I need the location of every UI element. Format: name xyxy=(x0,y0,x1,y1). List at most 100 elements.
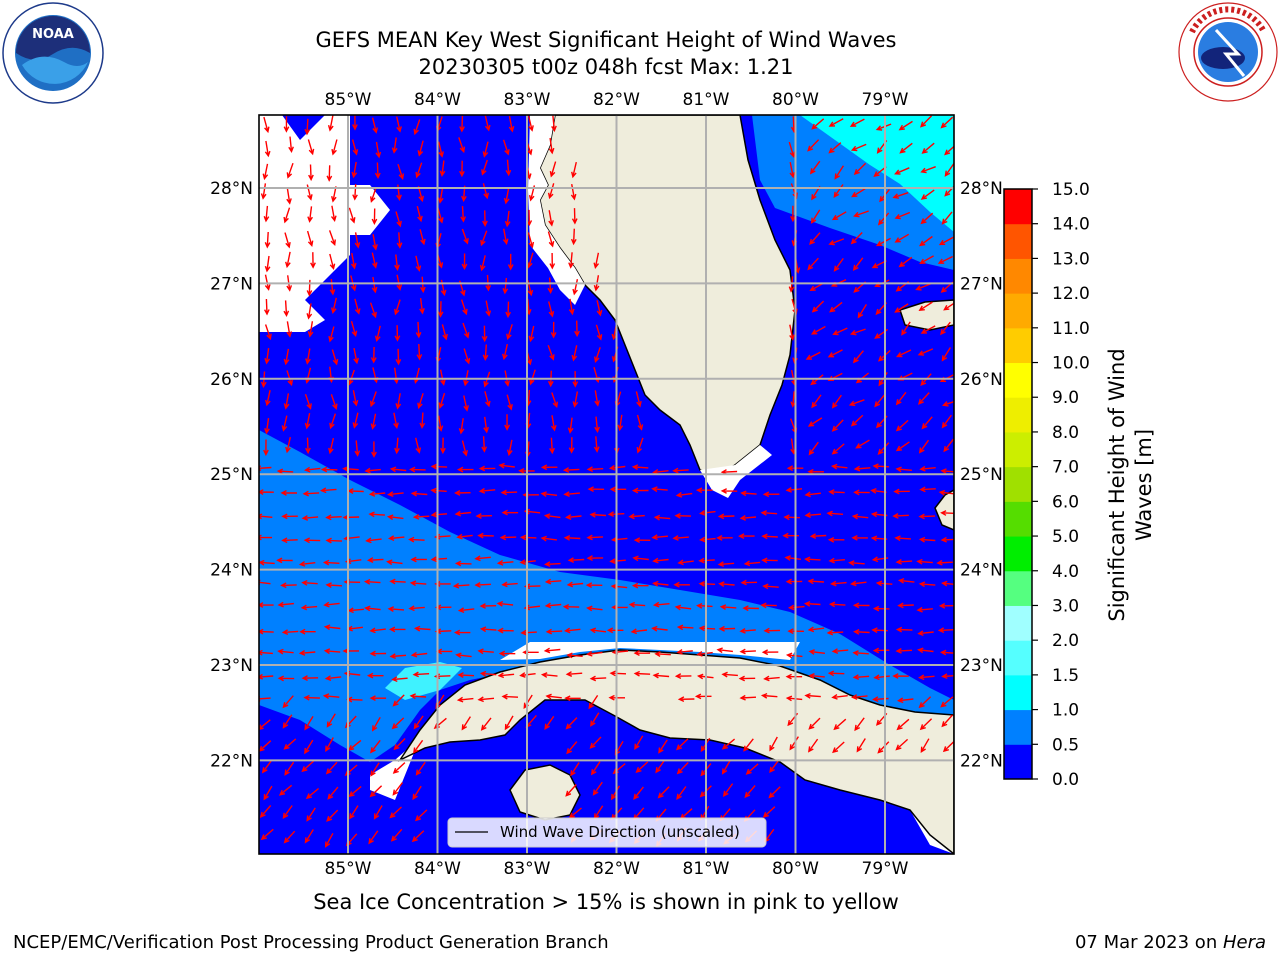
wind-wave-arrow xyxy=(276,468,294,475)
lon-label-bottom: 82°W xyxy=(593,859,640,879)
wind-wave-arrow xyxy=(549,437,555,455)
wind-wave-arrow xyxy=(349,805,359,820)
wind-wave-arrow xyxy=(826,510,844,517)
wind-wave-arrow xyxy=(505,301,512,319)
wind-wave-arrow xyxy=(412,671,430,678)
wind-wave-arrow xyxy=(854,717,865,732)
wind-wave-arrow xyxy=(301,675,319,682)
wind-wave-arrow xyxy=(440,437,446,455)
wind-wave-arrow xyxy=(479,626,497,633)
wind-wave-arrow xyxy=(305,787,320,800)
wind-wave-arrow xyxy=(919,255,934,264)
wind-wave-arrow xyxy=(920,189,935,200)
wind-wave-arrow xyxy=(502,139,510,156)
wind-wave-arrow xyxy=(549,252,556,270)
wind-wave-arrow xyxy=(302,490,320,497)
wind-wave-arrow xyxy=(304,118,311,136)
wind-wave-arrow xyxy=(567,557,585,564)
no-data-northwest xyxy=(259,115,390,332)
wind-wave-arrow xyxy=(350,252,357,270)
wind-wave-arrow xyxy=(298,561,316,567)
wind-wave-arrow xyxy=(635,761,649,774)
wind-wave-arrow xyxy=(804,556,821,563)
noaa-logo: NOAA xyxy=(2,2,104,104)
wind-wave-arrow xyxy=(373,805,383,820)
wind-wave-arrow xyxy=(259,513,273,520)
colorbar-tick-label: 13.0 xyxy=(1052,249,1090,269)
wind-wave-arrow xyxy=(635,391,642,408)
wind-wave-arrow xyxy=(325,761,338,775)
wind-wave-arrow xyxy=(306,807,316,822)
wind-wave-arrow xyxy=(371,117,378,134)
wind-wave-arrow xyxy=(482,344,489,361)
wind-wave-arrow xyxy=(918,513,936,520)
wind-wave-arrow xyxy=(331,297,337,315)
wind-wave-arrow xyxy=(571,161,577,179)
wind-wave-arrow xyxy=(370,413,377,430)
wind-wave-arrow xyxy=(807,139,820,152)
wind-wave-arrow xyxy=(829,301,843,313)
wind-wave-arrow xyxy=(437,415,444,432)
wind-wave-arrow xyxy=(590,761,601,776)
footer-host: Hera xyxy=(1222,932,1266,953)
wind-wave-arrow xyxy=(430,463,448,470)
wind-wave-arrow xyxy=(628,601,646,608)
wind-wave-arrow xyxy=(551,392,559,409)
wind-wave-arrow xyxy=(654,651,671,657)
wind-wave-arrow xyxy=(609,558,626,564)
wind-wave-arrow xyxy=(498,462,515,469)
wind-wave-arrow xyxy=(457,607,475,614)
wind-wave-arrow xyxy=(453,629,471,636)
wind-wave-arrow xyxy=(739,648,756,655)
wind-wave-arrow xyxy=(329,253,336,270)
caption: Sea Ice Concentration > 15% is shown in … xyxy=(313,890,899,914)
land-bahamas-south xyxy=(934,489,954,531)
wind-wave-arrow xyxy=(874,394,886,408)
colorbar-label-line1: Significant Height of Wind xyxy=(1105,348,1129,621)
chart-subtitle: 20230305 t00z 048h fcst Max: 1.21 xyxy=(418,55,794,79)
wind-wave-arrow xyxy=(396,232,403,249)
wind-wave-arrow xyxy=(850,580,867,587)
wind-wave-arrow xyxy=(463,348,471,365)
wind-wave-arrow xyxy=(565,717,578,730)
wind-wave-arrow xyxy=(895,738,909,751)
wind-wave-arrow xyxy=(413,715,424,730)
wind-wave-arrow xyxy=(478,465,496,472)
wind-wave-arrow xyxy=(393,412,399,429)
wind-wave-arrow xyxy=(394,299,401,316)
colorbar-segment xyxy=(1004,466,1032,502)
wind-wave-arrow xyxy=(372,234,378,251)
wind-wave-arrow xyxy=(762,806,776,818)
wind-wave-arrow xyxy=(326,809,339,822)
wind-wave-arrow xyxy=(592,781,603,796)
wind-wave-arrow xyxy=(463,395,469,412)
wind-wave-arrow xyxy=(895,647,913,654)
wind-wave-arrow xyxy=(652,601,670,608)
colorbar-segment xyxy=(1004,397,1032,433)
wind-wave-arrow xyxy=(519,672,536,678)
wind-wave-arrow xyxy=(482,210,488,227)
wind-wave-arrow xyxy=(326,165,333,182)
wind-wave-arrow xyxy=(548,137,555,155)
wind-wave-arrow xyxy=(474,555,491,562)
wind-wave-arrow xyxy=(848,560,865,566)
wind-wave-arrow xyxy=(698,625,716,632)
wind-wave-arrow xyxy=(263,439,269,457)
wind-wave-arrow xyxy=(719,604,737,610)
wind-wave-arrow xyxy=(283,300,290,317)
lon-label-bottom: 85°W xyxy=(325,859,372,879)
wind-wave-arrow xyxy=(941,211,953,225)
wind-wave-arrow xyxy=(942,400,954,407)
wind-wave-arrow xyxy=(550,321,557,339)
wind-wave-arrow xyxy=(585,582,603,589)
wind-wave-arrow xyxy=(303,537,321,544)
wind-wave-arrow xyxy=(565,784,577,797)
colorbar-tick-label: 11.0 xyxy=(1052,319,1090,339)
wind-wave-arrow xyxy=(566,741,578,755)
colorbar-tick-label: 0.5 xyxy=(1052,735,1079,755)
wind-wave-arrow xyxy=(807,578,825,585)
wind-wave-arrow xyxy=(329,413,337,430)
colorbar-segment xyxy=(1004,744,1032,780)
wind-wave-arrow xyxy=(783,514,800,521)
